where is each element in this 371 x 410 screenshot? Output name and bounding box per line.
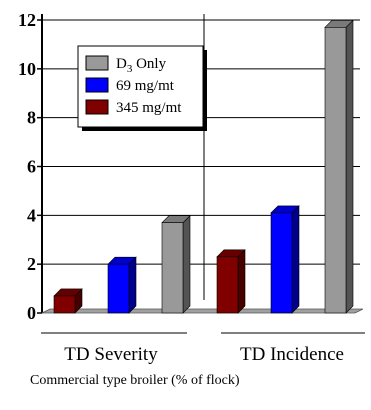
bar [270, 205, 300, 314]
x-category-label: TD Severity [64, 344, 158, 365]
bar [53, 288, 83, 314]
x-category-labels: TD Severity TD Incidence [41, 332, 365, 365]
bar-side [128, 256, 137, 314]
legend-label: 69 mg/mt [116, 78, 175, 94]
legend-label: 345 mg/mt [116, 100, 182, 116]
bar-front [270, 212, 293, 314]
legend-swatch [85, 77, 109, 93]
y-tick-label: 2 [27, 254, 36, 274]
bar [107, 256, 137, 314]
bar-side [345, 19, 354, 314]
bar-front [53, 295, 76, 314]
legend-swatch [85, 99, 109, 115]
bar-front [324, 27, 347, 314]
chart-caption: Commercial type broiler (% of flock) [30, 373, 240, 388]
bar-side [182, 214, 191, 314]
legend-swatch [85, 55, 109, 71]
y-tick-label: 8 [27, 108, 36, 128]
x-category-label: TD Incidence [240, 344, 344, 365]
y-tick-label: 4 [27, 205, 36, 225]
bar-front [107, 263, 130, 314]
bar-side [237, 249, 246, 314]
chart: 0 2 4 6 8 10 12 TD Severity TD Incidence D3 Onl… [18, 10, 365, 365]
bar-front [161, 222, 184, 314]
y-tick-label: 10 [18, 59, 36, 79]
y-tick-labels: 0 2 4 6 8 10 12 [18, 10, 36, 323]
bar-front [216, 256, 239, 314]
legend: D3 Only 69 mg/mt 345 mg/mt [77, 45, 207, 131]
legend-label: D3 Only [116, 56, 167, 75]
y-tick-label: 6 [27, 157, 36, 177]
bar-side [291, 205, 300, 314]
y-tick-label: 12 [18, 10, 36, 30]
y-tick-label: 0 [27, 303, 36, 323]
bars [53, 19, 354, 314]
bar [216, 249, 246, 314]
chart-floor [41, 308, 364, 314]
bar [324, 19, 354, 314]
bar [161, 214, 191, 314]
